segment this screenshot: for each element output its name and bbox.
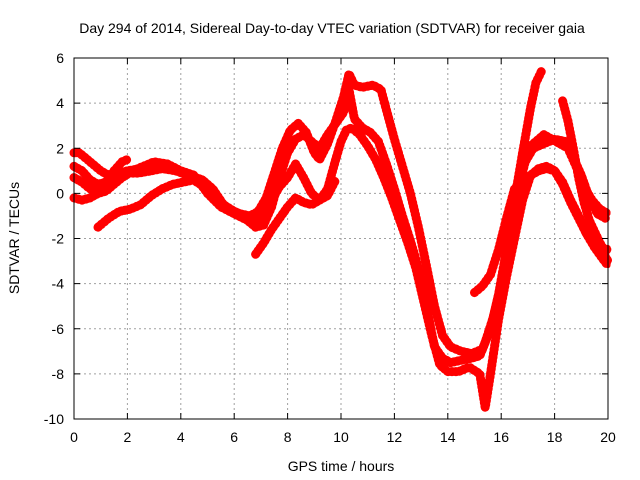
y-tick-label: -8 <box>52 366 65 382</box>
x-tick-label: 10 <box>333 429 349 445</box>
y-tick-label: -6 <box>52 321 65 337</box>
x-tick-label: 18 <box>547 429 563 445</box>
x-tick-label: 6 <box>230 429 238 445</box>
y-tick-label: 2 <box>56 140 64 156</box>
series-markers <box>523 130 613 219</box>
x-tick-label: 2 <box>124 429 132 445</box>
x-axis-label: GPS time / hours <box>288 458 395 474</box>
y-tick-label: -10 <box>44 411 64 427</box>
series-track-8 <box>69 155 132 194</box>
chart-title: Day 294 of 2014, Sidereal Day-to-day VTE… <box>79 20 585 36</box>
series-track-5 <box>251 175 341 259</box>
series-markers <box>251 175 341 259</box>
y-tick-label: 6 <box>56 50 64 66</box>
series-track-9 <box>523 130 613 219</box>
x-tick-label: 20 <box>600 429 616 445</box>
data-series <box>69 67 613 413</box>
y-tick-label: -2 <box>52 231 65 247</box>
series-markers <box>69 123 613 413</box>
x-tick-label: 8 <box>284 429 292 445</box>
series-markers <box>558 96 613 257</box>
y-tick-label: 0 <box>56 185 64 201</box>
series-track-4 <box>93 175 269 232</box>
x-tick-label: 0 <box>70 429 78 445</box>
y-axis-label: SDTVAR / TECUs <box>6 182 22 294</box>
y-tick-label: 4 <box>56 95 64 111</box>
series-track-6 <box>470 164 613 298</box>
x-tick-label: 14 <box>440 429 456 445</box>
x-tick-label: 4 <box>177 429 185 445</box>
x-tick-label: 12 <box>387 429 403 445</box>
grid <box>74 58 608 419</box>
x-tick-label: 16 <box>493 429 509 445</box>
series-markers <box>470 164 613 298</box>
series-markers <box>69 155 132 194</box>
y-tick-label: -4 <box>52 276 65 292</box>
series-track-7 <box>558 96 613 257</box>
series-markers <box>93 175 269 232</box>
axis-ticks: 0 2 4 6 8 10 12 14 16 18 20 -10 -8 -6 -4 -2 0 2 4 6 <box>44 50 616 445</box>
series-track-3 <box>69 123 613 413</box>
